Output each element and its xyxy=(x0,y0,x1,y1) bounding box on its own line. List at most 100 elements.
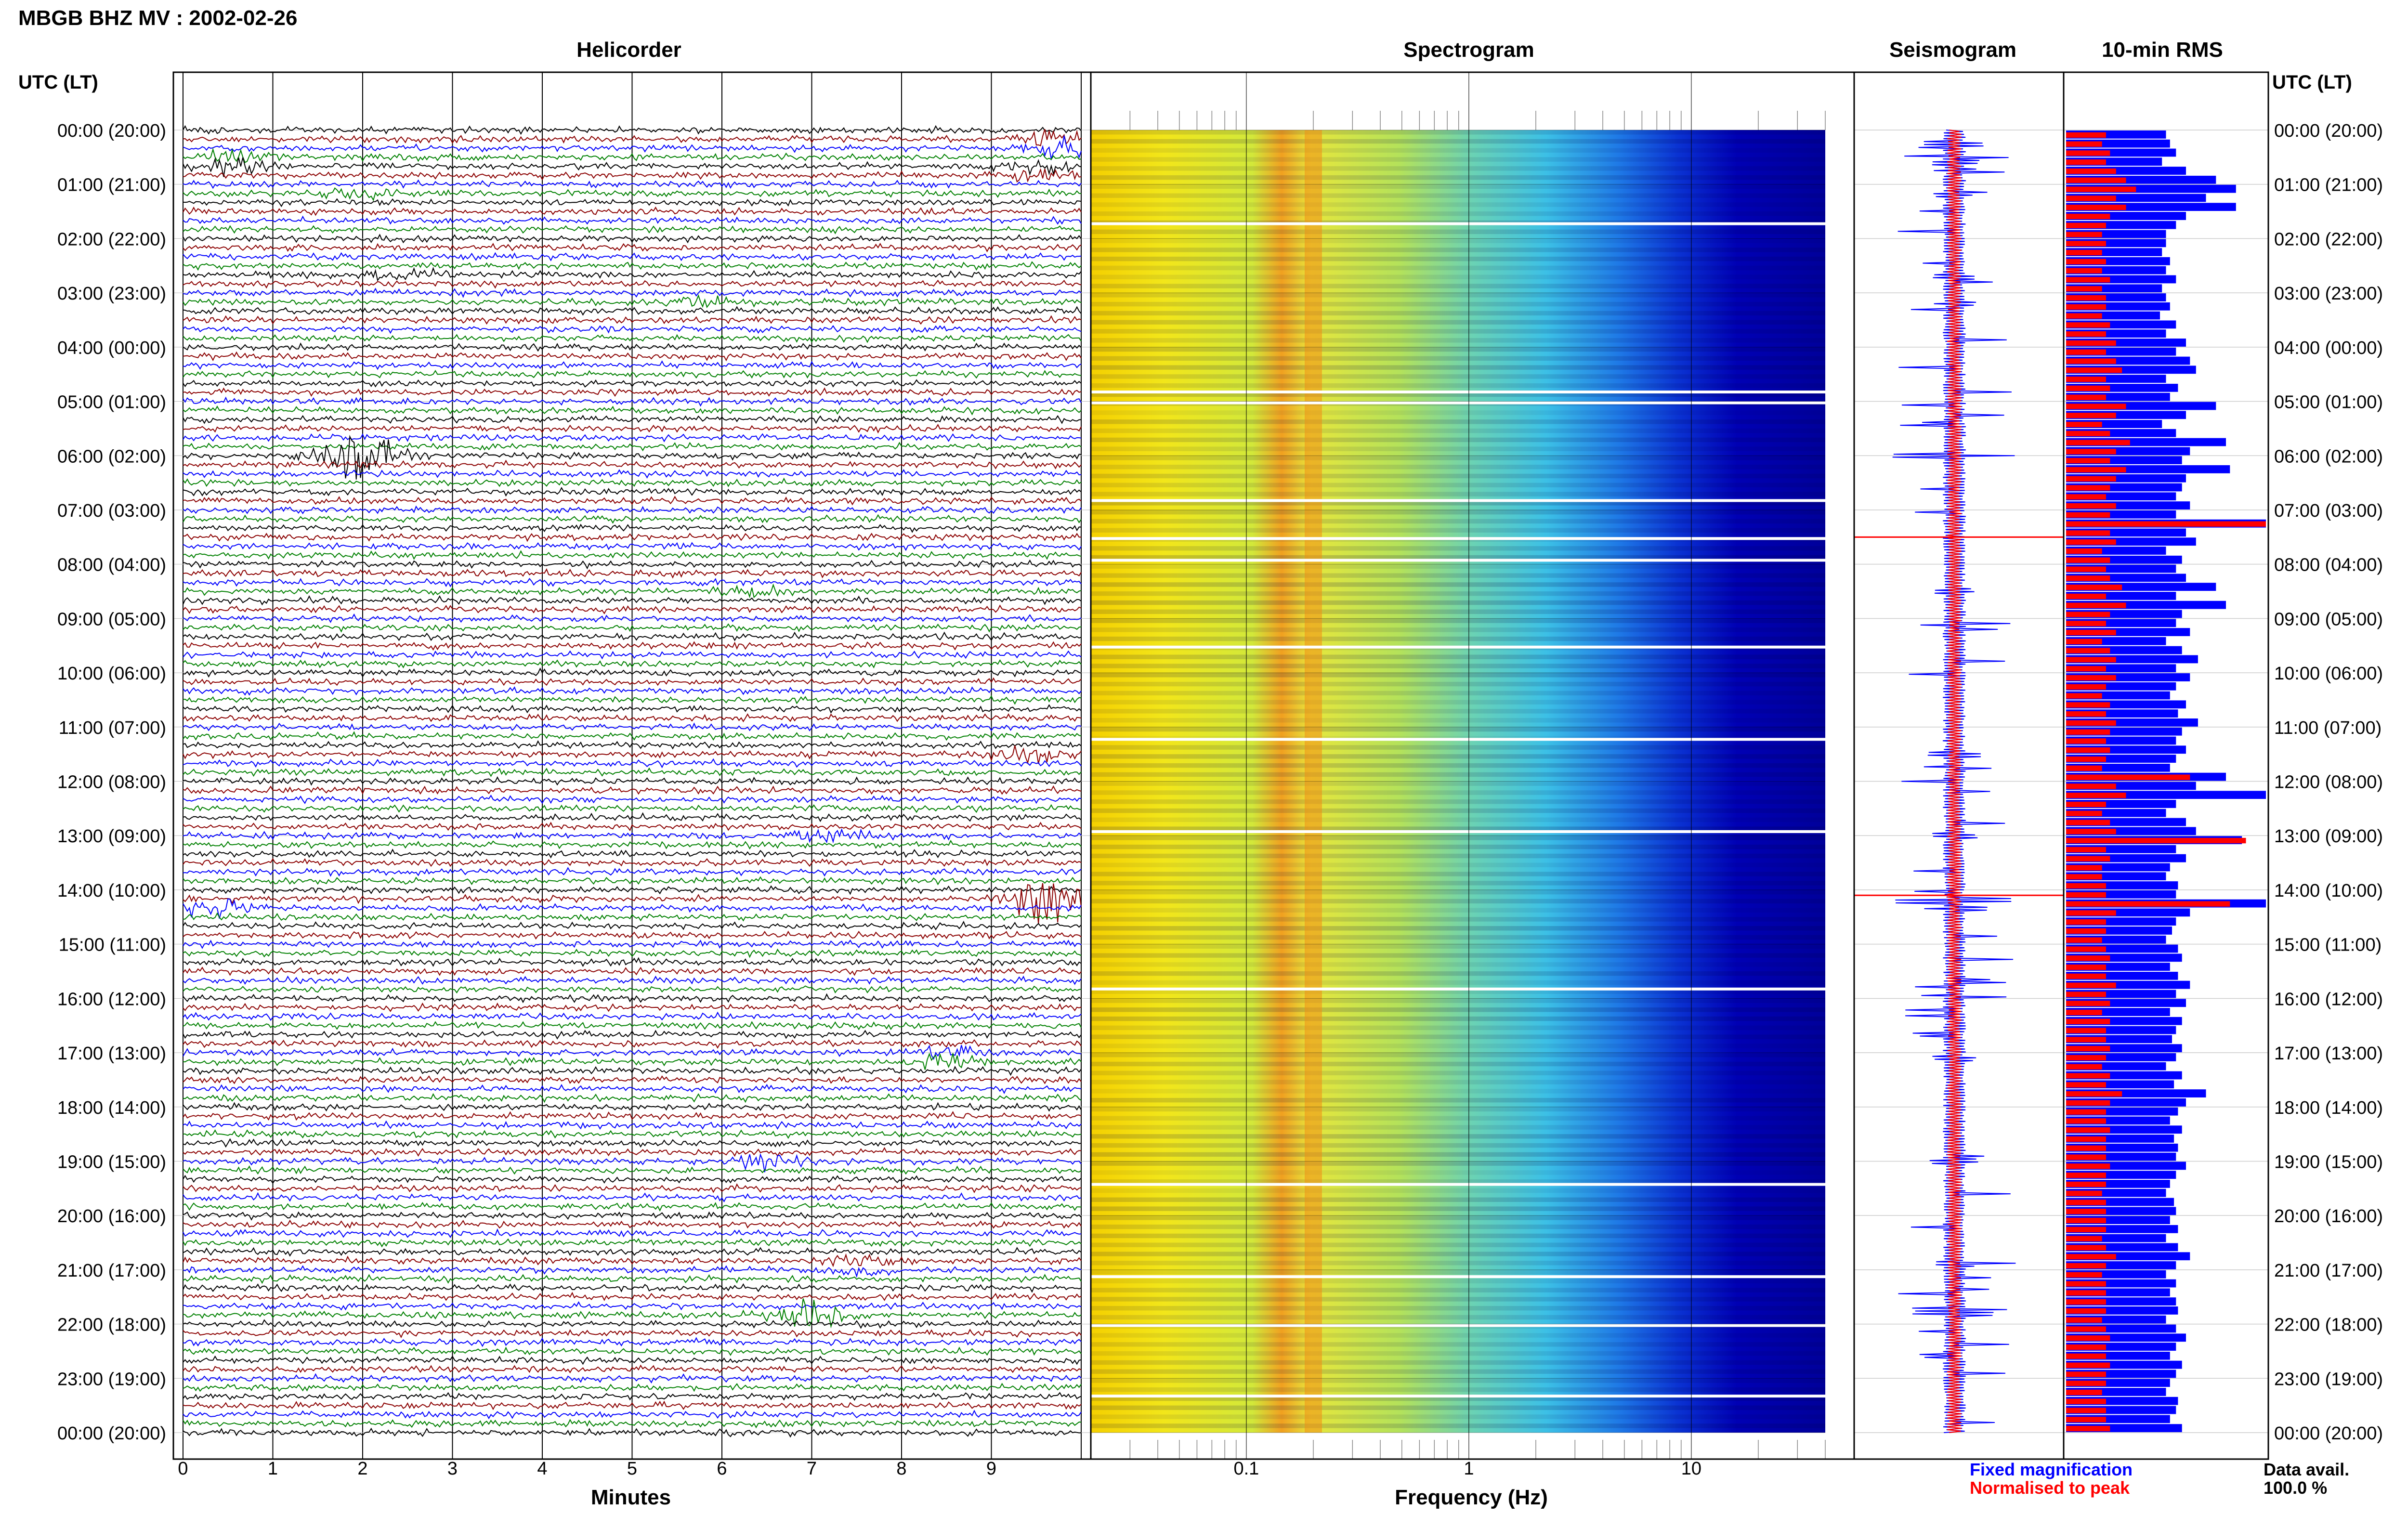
spectrogram-gap xyxy=(1091,537,1825,540)
helicorder-trace xyxy=(183,1298,1082,1329)
spectrogram-texture xyxy=(1091,1188,1825,1193)
spectrogram-texture xyxy=(1091,998,1825,1003)
rms-panel xyxy=(2064,130,2268,1433)
spectrogram-texture xyxy=(1091,700,1825,705)
spectrogram-gap xyxy=(1091,987,1825,991)
rms-bar-normalised xyxy=(2066,394,2106,400)
helicorder-trace xyxy=(183,342,1082,352)
seismogram-normalised-trace xyxy=(1947,130,1962,1433)
helicorder-trace xyxy=(183,1052,1082,1070)
helicorder-trace xyxy=(183,985,1082,994)
helicorder-trace xyxy=(183,559,1082,570)
time-tick-label: 16:00 (12:00) xyxy=(2274,989,2383,1009)
rms-bar-normalised xyxy=(2066,1344,2106,1350)
rms-bar-normalised xyxy=(2066,1381,2106,1386)
helicorder-trace xyxy=(183,351,1082,362)
spectrogram-texture xyxy=(1091,465,1825,470)
spectrogram-gap xyxy=(1091,830,1825,833)
helicorder-trace xyxy=(183,1419,1082,1429)
rms-bar-normalised xyxy=(2066,747,2110,753)
spectrogram-texture xyxy=(1091,654,1825,659)
helicorder-trace xyxy=(183,234,1082,244)
helicorder-trace xyxy=(183,677,1082,686)
time-tick-label: 23:00 (19:00) xyxy=(2274,1369,2383,1389)
helicorder-trace xyxy=(183,225,1082,235)
spectrogram-texture xyxy=(1091,329,1825,334)
spectrogram-texture xyxy=(1091,1044,1825,1048)
spectrogram-texture xyxy=(1091,483,1825,487)
spectrogram-texture xyxy=(1091,1089,1825,1094)
helicorder-trace xyxy=(183,369,1082,379)
helicorder-trace xyxy=(183,595,1082,606)
rms-bar-normalised xyxy=(2066,1145,2106,1151)
helicorder-trace xyxy=(183,1400,1082,1410)
time-tick-label: 17:00 (13:00) xyxy=(2274,1044,2383,1064)
helicorder-trace xyxy=(183,523,1082,533)
spectrogram-texture xyxy=(1091,826,1825,831)
minute-tick-label: 3 xyxy=(447,1459,458,1479)
rms-bar-normalised xyxy=(2066,404,2126,409)
spectrogram-texture xyxy=(1091,1423,1825,1428)
time-tick-label: 11:00 (07:00) xyxy=(2274,718,2382,738)
spectrogram-texture xyxy=(1091,1170,1825,1175)
spectrogram-texture xyxy=(1091,456,1825,460)
helicorder-trace xyxy=(183,434,1082,480)
helicorder-trace xyxy=(183,1301,1082,1311)
rms-title: 10-min RMS xyxy=(2102,38,2223,62)
helicorder-trace xyxy=(183,168,1082,183)
helicorder-trace xyxy=(183,157,1082,177)
helicorder-trace xyxy=(183,360,1082,370)
spectrogram-texture xyxy=(1091,202,1825,207)
helicorder-trace xyxy=(183,1129,1082,1139)
rms-bar-normalised xyxy=(2066,440,2130,445)
spectrogram-texture xyxy=(1091,1107,1825,1112)
spectrogram-texture xyxy=(1091,844,1825,849)
minute-tick-label: 7 xyxy=(807,1459,817,1479)
helicorder-trace xyxy=(183,187,1082,202)
rms-bar-normalised xyxy=(2066,268,2102,274)
helicorder-trace xyxy=(183,1355,1082,1365)
spectrogram-texture xyxy=(1091,356,1825,361)
spectrogram-texture xyxy=(1091,853,1825,859)
helicorder-trace xyxy=(183,1211,1082,1221)
helicorder-trace xyxy=(183,812,1082,822)
spectrogram-texture xyxy=(1091,718,1825,723)
panel-frame xyxy=(2063,71,2269,1460)
helicorder-trace xyxy=(183,912,1082,922)
spectrogram-texture xyxy=(1091,618,1825,623)
rms-bar-normalised xyxy=(2066,494,2106,500)
spectrogram-texture xyxy=(1091,808,1825,813)
spectrogram-texture xyxy=(1091,781,1825,786)
helicorder-trace xyxy=(183,1265,1082,1278)
rms-bar-normalised xyxy=(2066,1398,2106,1404)
rms-bar-normalised xyxy=(2066,141,2102,147)
rms-bar-normalised xyxy=(2066,1154,2106,1160)
rms-bar-normalised xyxy=(2066,837,2246,844)
rms-bar-normalised xyxy=(2066,1389,2102,1396)
helicorder-trace xyxy=(183,731,1082,741)
rms-bar-normalised xyxy=(2066,1073,2110,1079)
helicorder-trace xyxy=(183,1183,1082,1193)
spectrogram-texture xyxy=(1091,835,1825,840)
rms-bar-normalised xyxy=(2066,1362,2110,1368)
helicorder-trace xyxy=(183,405,1082,416)
spectrogram-texture xyxy=(1091,1369,1825,1374)
rms-bar-normalised xyxy=(2066,413,2116,418)
helicorder-trace xyxy=(183,966,1082,976)
helicorder-trace xyxy=(183,867,1082,877)
spectrogram-texture xyxy=(1091,935,1825,940)
time-tick-label: 00:00 (20:00) xyxy=(2274,1423,2383,1444)
rms-bar-normalised xyxy=(2066,286,2102,292)
rms-bar-normalised xyxy=(2066,1417,2106,1423)
spectrogram-texture xyxy=(1091,1161,1825,1166)
spectrogram-texture xyxy=(1091,320,1825,325)
helicorder-trace xyxy=(183,496,1082,506)
spectrogram-texture xyxy=(1091,528,1825,533)
spectrogram-gap xyxy=(1091,1395,1825,1398)
rms-bar-normalised xyxy=(2066,820,2110,825)
spectrogram-texture xyxy=(1091,772,1825,777)
spectrogram-texture xyxy=(1091,284,1825,288)
spectrogram-texture xyxy=(1091,1315,1825,1320)
minute-tick-label: 0 xyxy=(178,1459,188,1479)
spectrogram-texture xyxy=(1091,211,1825,216)
